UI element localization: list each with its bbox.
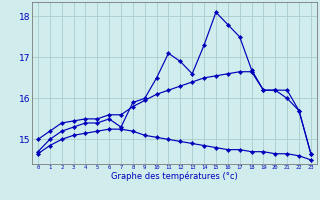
X-axis label: Graphe des températures (°c): Graphe des températures (°c) — [111, 172, 238, 181]
